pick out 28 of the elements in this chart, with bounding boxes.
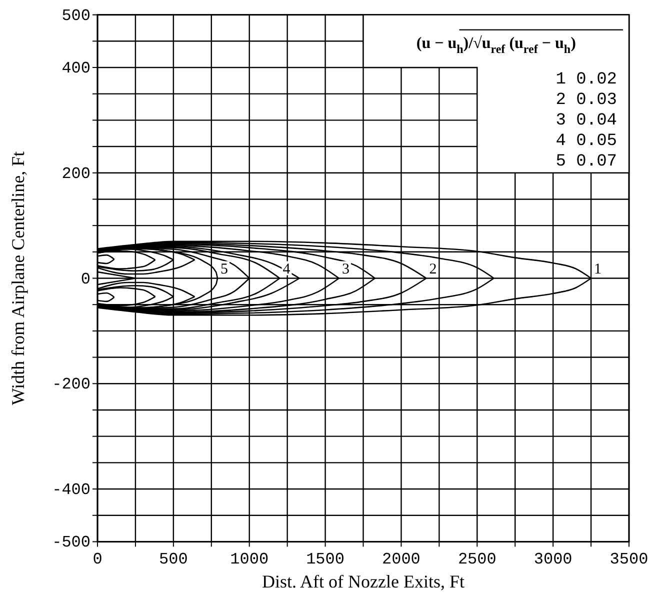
y-tick-label: 200 <box>62 164 90 183</box>
x-tick-label: 2000 <box>382 550 420 569</box>
annotation: 4 <box>282 261 291 278</box>
y-axis-title: Width from Airplane Centerline, Ft <box>8 151 28 406</box>
annotation: 5 <box>220 261 228 278</box>
annotation: 4 0.05 <box>556 132 617 151</box>
x-tick-label: 2500 <box>458 550 496 569</box>
x-tick-label: 1000 <box>230 550 269 569</box>
x-tick-label: 1500 <box>306 550 344 569</box>
annotation: 5 0.07 <box>556 152 617 172</box>
y-tick-label: 0 <box>80 270 90 288</box>
annotation: 2 <box>429 261 437 278</box>
x-tick-label: 3500 <box>610 550 648 569</box>
annotation: 1 <box>594 261 602 278</box>
x-tick-label: 500 <box>159 550 188 569</box>
y-tick-label: 500 <box>62 6 90 25</box>
y-tick-label: -500 <box>52 534 90 552</box>
y-tick-label: -200 <box>52 376 90 394</box>
x-axis-title: Dist. Aft of Nozzle Exits, Ft <box>262 572 464 592</box>
annotation: 3 <box>342 261 350 278</box>
annotation: 3 0.04 <box>556 111 617 130</box>
x-tick-label: 0 <box>92 550 102 569</box>
annotation: 2 0.03 <box>556 90 617 110</box>
y-tick-label: 400 <box>62 59 90 78</box>
x-tick-label: 3000 <box>534 550 572 569</box>
text: (u − u$_{h}$)/√u$_{ref}$ (u$_{ref}$ − u$_{h}$) <box>416 34 576 56</box>
annotation: 1 0.02 <box>556 70 617 90</box>
y-tick-label: -400 <box>52 481 90 500</box>
